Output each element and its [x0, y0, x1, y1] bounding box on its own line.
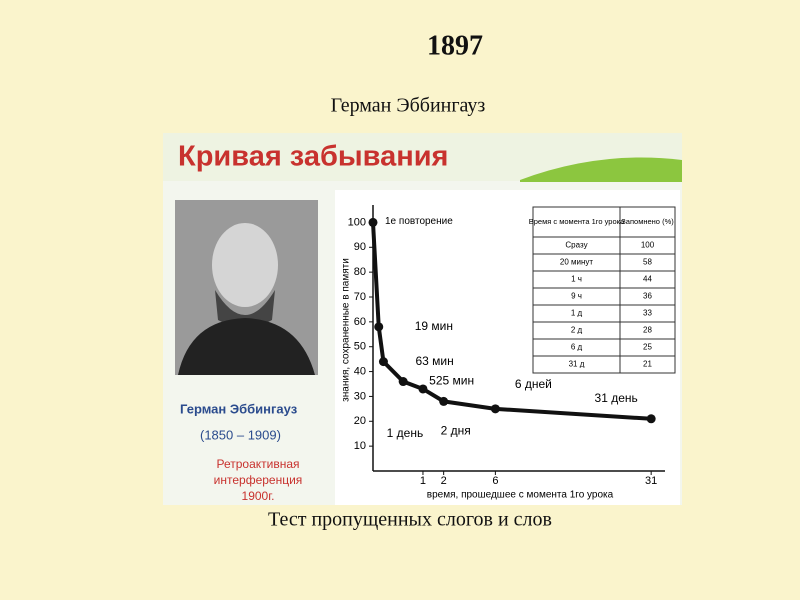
- data-point: [368, 217, 378, 227]
- data-point: [418, 384, 428, 394]
- x-axis-label: время, прошедшее с момента 1го урока: [427, 490, 614, 501]
- table-cell: 1 д: [571, 309, 583, 318]
- table-cell: 9 ч: [571, 292, 582, 301]
- y-tick-label: 30: [354, 390, 366, 402]
- y-tick-label: 50: [354, 341, 366, 353]
- table-cell: 20 минут: [560, 258, 594, 267]
- table-cell: 100: [641, 241, 655, 250]
- data-point: [374, 322, 384, 332]
- x-tick-label: 6: [492, 475, 498, 487]
- table-cell: 28: [643, 326, 652, 335]
- slide-year: 1897: [427, 30, 483, 61]
- x-tick-label: 31: [645, 475, 657, 487]
- point-label: 19 мин: [415, 319, 453, 333]
- plot: 10 20 30 40 50 60 70 80 90 100 1 2 6 31 1е повторение 1…: [348, 216, 658, 487]
- point-label: 1 день: [387, 426, 424, 440]
- point-label: 2 дня: [441, 424, 471, 438]
- point-label: 6 дней: [515, 377, 552, 391]
- point-label: 525 мин: [429, 374, 474, 388]
- slide-caption: Тест пропущенных слогов и слов: [268, 509, 552, 531]
- note-line: Ретроактивная: [216, 457, 299, 471]
- y-axis-label: знания, сохраненные в памяти: [341, 258, 352, 402]
- x-tick-label: 1: [420, 475, 426, 487]
- data-point: [490, 404, 500, 414]
- portrait-beard: [215, 290, 275, 328]
- point-label: 1е повторение: [385, 216, 453, 227]
- table-cell: 25: [643, 343, 652, 352]
- table-cell: 31 д: [569, 360, 585, 369]
- data-point: [398, 377, 408, 387]
- portrait-coat: [178, 318, 315, 375]
- note-line: интерференция: [214, 473, 303, 487]
- table-cell: 44: [643, 275, 652, 284]
- y-tick-label: 20: [354, 415, 366, 427]
- person-years: (1850 – 1909): [200, 427, 281, 442]
- table-cell: 6 д: [571, 343, 583, 352]
- forgetting-curve: [371, 222, 652, 421]
- table-cell: 21: [643, 360, 652, 369]
- picture-title: Кривая забывания: [178, 141, 448, 173]
- y-tick-label: 40: [354, 365, 366, 377]
- table-cell: 1 ч: [571, 275, 582, 284]
- y-tick-label: 60: [354, 316, 366, 328]
- data-point: [378, 357, 388, 367]
- portrait-face: [212, 223, 278, 307]
- y-tick-label: 70: [354, 291, 366, 303]
- person-name: Герман Эббингауз: [180, 401, 298, 416]
- point-label: 63 мин: [415, 354, 453, 368]
- table-cell: 58: [643, 258, 652, 267]
- table-header: Время с момента 1го урока: [529, 217, 625, 226]
- data-point: [646, 414, 656, 424]
- table-border: [532, 206, 676, 374]
- y-tick-label: 10: [354, 440, 366, 452]
- x-tick-label: 2: [441, 475, 447, 487]
- y-tick-label: 90: [354, 241, 366, 253]
- note-line: 1900г.: [242, 489, 275, 503]
- green-strip: [520, 157, 682, 182]
- point-label: 31 день: [595, 391, 638, 405]
- table-cell: Сразу: [565, 241, 587, 250]
- data-point: [439, 396, 449, 406]
- table-cell: 2 д: [571, 326, 583, 335]
- y-tick-label: 100: [348, 216, 366, 228]
- table-cell: 36: [643, 292, 652, 301]
- table-cell: 33: [643, 309, 652, 318]
- slide-author: Герман Эббингауз: [331, 95, 486, 117]
- y-tick-label: 80: [354, 266, 366, 278]
- table-header: Запомнено (%): [621, 217, 674, 226]
